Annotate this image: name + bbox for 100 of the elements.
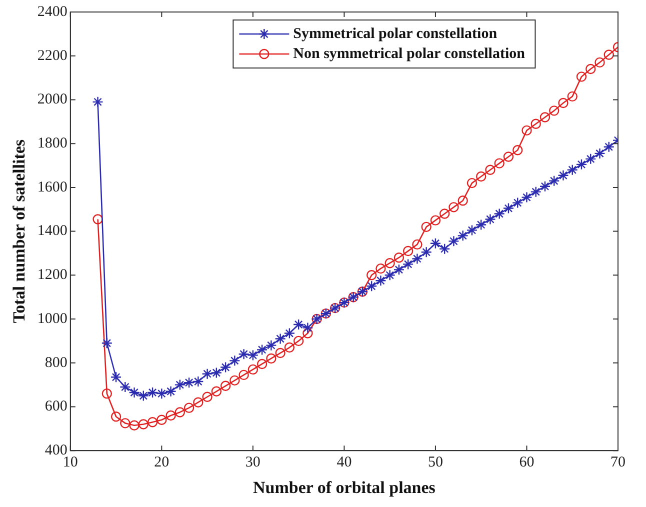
point [129,420,140,430]
point [586,64,596,74]
point [138,390,150,402]
y-axis-title: Total number of satellites [10,139,29,324]
point [266,353,276,364]
point [146,386,158,398]
point [540,112,550,122]
x-tick-label: 20 [154,454,170,471]
x-tick-label: 60 [519,454,534,471]
point [302,328,313,338]
point [202,368,213,380]
point [174,379,186,390]
point [402,258,414,270]
y-tick-label: 2000 [37,92,68,108]
point [220,380,231,392]
point [92,214,103,224]
point [238,348,250,360]
point [102,388,112,399]
point [448,202,459,212]
point [211,386,222,396]
point [494,158,504,168]
x-tick-label: 50 [428,454,443,471]
point [393,264,405,276]
point [165,386,176,397]
point [421,222,432,232]
point [438,243,450,254]
point [192,376,204,388]
point [576,72,587,82]
point [558,98,568,108]
point [594,57,605,68]
point [494,208,505,220]
point [256,358,268,370]
point [302,322,314,334]
point [210,367,222,378]
point [530,118,541,129]
point [292,318,304,330]
point [439,208,450,219]
y-tick-label: 1800 [37,136,68,152]
y-tick-label: 1400 [37,223,68,240]
y-tick-label: 1200 [37,267,68,284]
x-tick-label: 40 [336,454,352,471]
point [174,407,186,418]
point [394,252,404,263]
point [539,180,551,192]
point [512,145,523,156]
point [120,381,131,393]
point [229,355,240,366]
point [430,215,441,226]
point [412,239,422,250]
point [284,342,295,353]
point [384,270,396,281]
point [138,419,149,430]
point [266,340,277,351]
point [248,364,258,375]
point [448,236,460,247]
point [566,164,578,176]
point [101,338,113,349]
point [92,96,104,108]
point [549,106,560,116]
point [284,328,296,339]
x-tick-label: 70 [610,454,626,471]
y-tick-label: 1000 [37,310,68,327]
point [384,258,395,268]
point [156,414,167,425]
point [293,336,304,346]
point [184,402,194,413]
point [476,171,486,182]
point [156,388,168,400]
point [110,412,122,422]
point [256,344,268,356]
y-tick-label: 1600 [37,179,68,196]
point [247,350,259,361]
point [512,197,524,208]
point [585,153,596,165]
y-tick-label: 800 [44,354,68,371]
point [522,125,532,136]
point [376,263,386,274]
point [476,219,487,230]
point [594,148,606,160]
point [238,370,249,380]
point [603,141,614,152]
point [166,410,176,421]
point [604,50,614,60]
point [366,270,377,280]
point [457,230,468,242]
point [183,377,195,388]
point [503,152,514,162]
point [402,246,414,256]
point [485,164,496,175]
legend-label: Non symmetrical polar constellation [293,46,526,62]
y-tick-label: 2400 [37,4,68,20]
point [275,348,286,358]
point [576,158,588,170]
x-axis-title: Number of orbital planes [252,478,436,498]
point [110,372,122,383]
point [147,416,158,428]
point [202,392,212,402]
point [458,196,468,206]
point [466,224,478,236]
point [420,246,432,258]
